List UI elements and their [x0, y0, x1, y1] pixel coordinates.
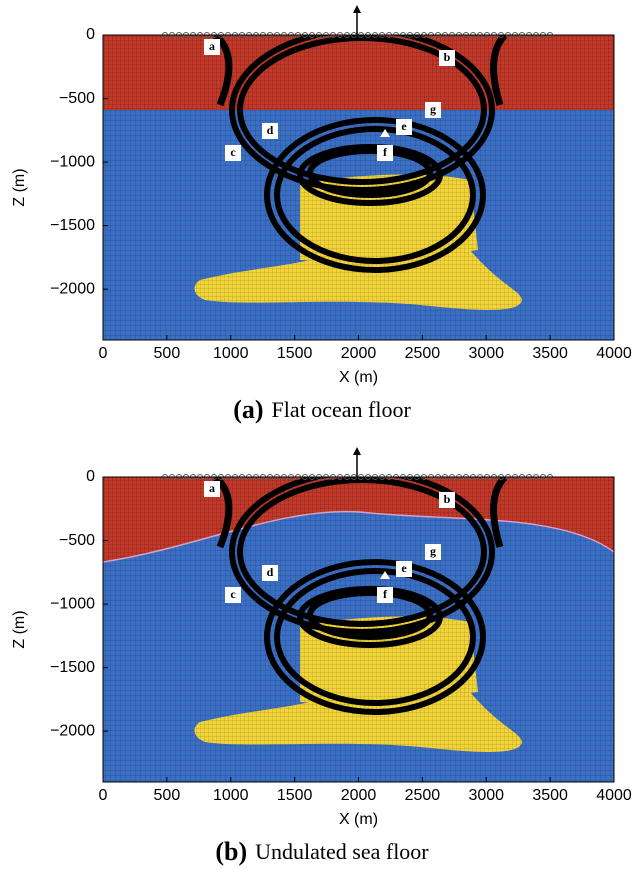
- y-tick-label: −2000: [50, 280, 95, 297]
- annotation: f: [383, 145, 388, 159]
- sea-layer: [103, 35, 614, 110]
- x-tick-label: 1500: [277, 787, 313, 804]
- x-tick-label: 2000: [341, 345, 377, 362]
- y-tick-label: 0: [86, 468, 95, 485]
- annotation-box: [439, 50, 455, 66]
- x-tick-label: 1000: [213, 787, 249, 804]
- annotation-box: [425, 544, 441, 560]
- source-arrow-head: [353, 447, 361, 455]
- annotation-box: [204, 39, 220, 55]
- wavefront: [307, 590, 433, 640]
- source-arrow-head: [353, 5, 361, 13]
- wavefront: [229, 477, 495, 635]
- salt-body: [194, 174, 522, 310]
- y-tick-label: 0: [86, 26, 95, 43]
- wavefront: [274, 568, 476, 706]
- wavefront: [297, 144, 443, 206]
- caption-text: Undulated sea floor: [255, 839, 429, 864]
- y-tick-label: −1000: [50, 153, 95, 170]
- sea-floor: [103, 510, 614, 563]
- annotation: b: [444, 50, 451, 64]
- annotation-box: [225, 145, 241, 161]
- annotation: d: [267, 565, 274, 579]
- annotation-box: [204, 481, 220, 497]
- annotation: a: [209, 481, 215, 495]
- annotation: c: [230, 587, 236, 601]
- x-tick-label: 0: [99, 345, 108, 362]
- annotation-box: [396, 561, 412, 577]
- x-tick-label: 2500: [405, 787, 441, 804]
- panel: a b c d ef g 0 500 1000 1500 2000 2500 3000 3500 4000 0…: [11, 447, 632, 866]
- wavefront: [237, 35, 487, 185]
- annotation: a: [209, 39, 215, 53]
- caption: (b) Undulated sea floor: [215, 837, 429, 866]
- source: [380, 571, 390, 579]
- panel: a b c d ef g 0 500 1000 1500 2000 2500 3000 3500 4000 0…: [11, 5, 632, 424]
- wavefront: [264, 117, 486, 273]
- annotation: e: [401, 561, 407, 575]
- annotation: g: [430, 102, 436, 116]
- annotation-box: [225, 587, 241, 603]
- x-axis-label: X (m): [339, 369, 378, 386]
- caption-label: (a): [233, 395, 263, 424]
- y-tick-label: −1500: [50, 659, 95, 676]
- x-tick-label: 500: [154, 345, 181, 362]
- caption-label: (b): [215, 837, 247, 866]
- plot-area: [103, 477, 614, 782]
- wavefront: [237, 477, 487, 627]
- annotation-box: [396, 119, 412, 135]
- x-tick-label: 2000: [341, 787, 377, 804]
- y-tick-label: −500: [59, 532, 95, 549]
- y-tick-label: −2000: [50, 722, 95, 739]
- annotation-box: [377, 145, 393, 161]
- annotation-box: [262, 565, 278, 581]
- x-axis-label: X (m): [339, 811, 378, 828]
- wavefront: [229, 35, 495, 193]
- annotation: b: [444, 492, 451, 506]
- caption-text: Flat ocean floor: [272, 397, 412, 422]
- x-tick-label: 500: [154, 787, 181, 804]
- x-tick-label: 0: [99, 787, 108, 804]
- annotation-box: [439, 492, 455, 508]
- caption: (a) Flat ocean floor: [233, 395, 411, 424]
- source: [380, 129, 390, 137]
- y-axis-label: Z (m): [11, 610, 28, 648]
- y-tick-label: −1000: [50, 595, 95, 612]
- annotation: e: [401, 119, 407, 133]
- y-tick-label: −500: [59, 90, 95, 107]
- annotation: f: [383, 587, 388, 601]
- wavefront: [297, 586, 443, 648]
- x-tick-label: 1000: [213, 345, 249, 362]
- wavefront: [307, 148, 433, 198]
- annotation: g: [430, 544, 436, 558]
- annotation: d: [267, 123, 274, 137]
- y-axis-label: Z (m): [11, 168, 28, 206]
- x-tick-label: 1500: [277, 345, 313, 362]
- x-tick-label: 3000: [468, 787, 504, 804]
- x-tick-label: 3500: [532, 345, 568, 362]
- annotation: c: [230, 145, 236, 159]
- y-tick-label: −1500: [50, 217, 95, 234]
- plot-area: [103, 35, 614, 340]
- annotation-box: [262, 123, 278, 139]
- salt-body: [194, 616, 522, 752]
- x-tick-label: 3000: [468, 345, 504, 362]
- annotation-box: [425, 102, 441, 118]
- x-tick-label: 2500: [405, 345, 441, 362]
- annotation-box: [377, 587, 393, 603]
- x-tick-label: 4000: [596, 345, 632, 362]
- x-tick-label: 4000: [596, 787, 632, 804]
- x-tick-label: 3500: [532, 787, 568, 804]
- wavefront: [264, 559, 486, 715]
- wavefront: [274, 126, 476, 264]
